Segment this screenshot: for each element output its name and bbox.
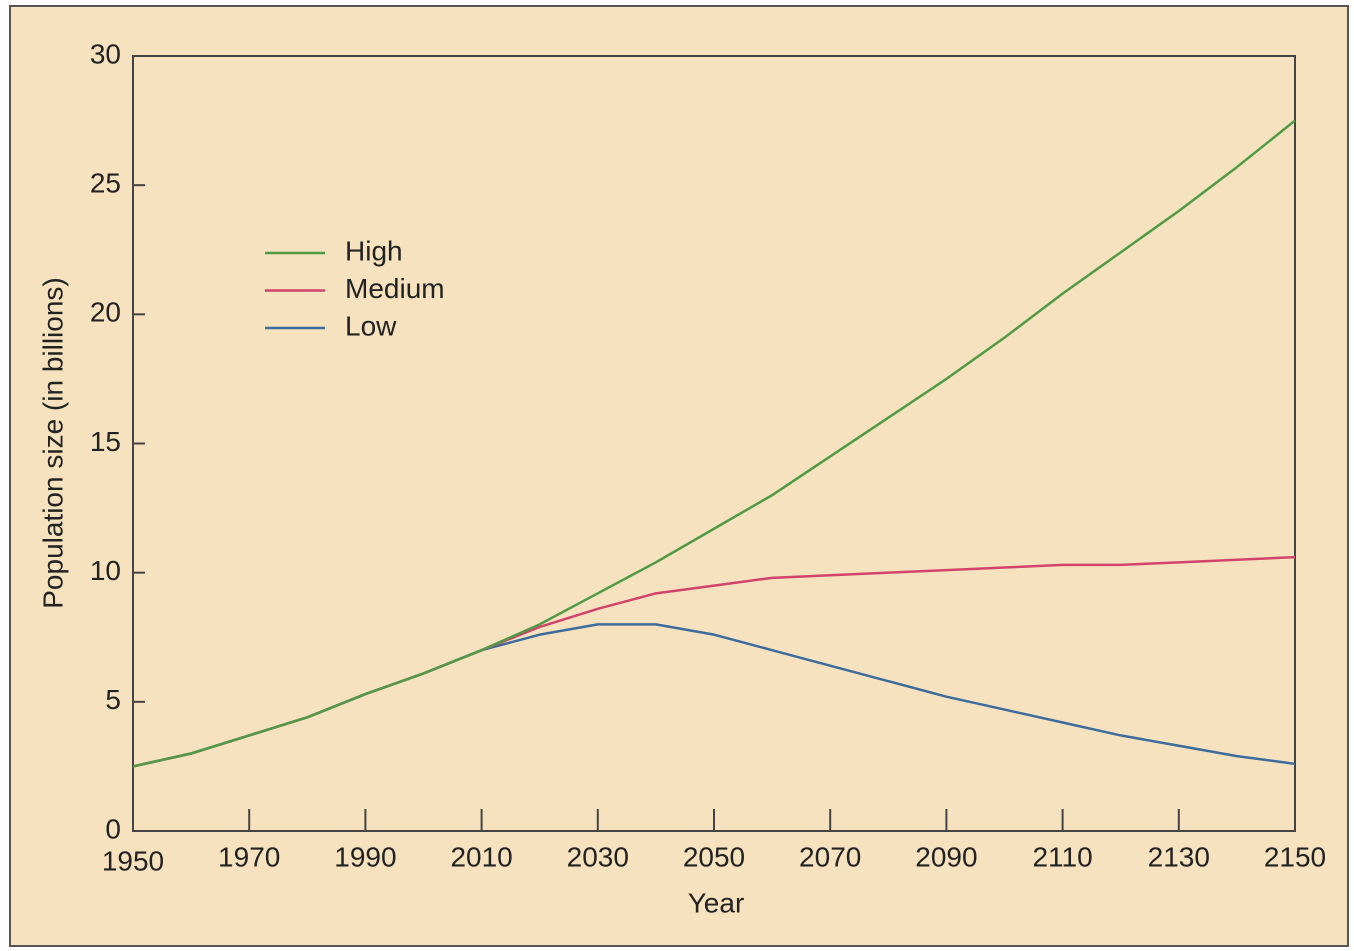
legend-label: Low <box>345 310 397 341</box>
y-tick-label: 25 <box>90 168 121 199</box>
y-tick-label: 10 <box>90 555 121 586</box>
x-tick-label: 1950 <box>102 845 164 876</box>
y-tick-label: 15 <box>90 426 121 457</box>
x-tick-label: 1990 <box>334 841 396 872</box>
y-tick-label: 5 <box>105 684 121 715</box>
y-axis-label: Population size (in billions) <box>37 277 68 609</box>
x-tick-label: 2150 <box>1264 841 1326 872</box>
x-tick-label: 1970 <box>218 841 280 872</box>
x-tick-label: 2050 <box>683 841 745 872</box>
y-tick-label: 20 <box>90 297 121 328</box>
x-tick-label: 2030 <box>567 841 629 872</box>
y-tick-label: 0 <box>105 813 121 844</box>
x-tick-label: 2070 <box>799 841 861 872</box>
x-tick-label: 2130 <box>1148 841 1210 872</box>
y-tick-label: 30 <box>90 38 121 69</box>
x-tick-label: 2090 <box>915 841 977 872</box>
x-tick-label: 2010 <box>450 841 512 872</box>
background <box>9 5 1349 947</box>
series-line <box>132 119 1296 768</box>
legend-label: Medium <box>345 273 445 304</box>
x-tick-label: 2110 <box>1032 841 1092 872</box>
x-axis-label: Year <box>688 887 745 918</box>
legend-label: High <box>345 235 403 266</box>
